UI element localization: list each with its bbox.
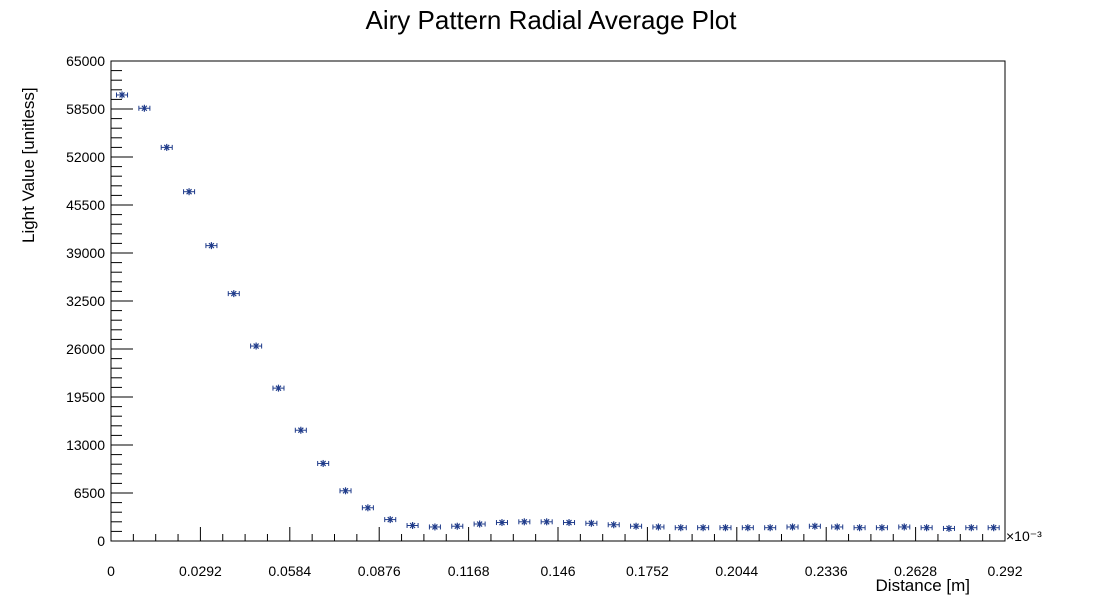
data-point (920, 524, 933, 532)
data-point (495, 519, 508, 527)
x-tick-label: 0.0876 (358, 563, 401, 579)
data-point (697, 524, 710, 532)
data-point (630, 522, 643, 530)
y-axis: 0 6500 13000 19500 26000 32500 39000 45500 52000… (66, 53, 133, 549)
data-point (451, 522, 464, 530)
data-point (875, 524, 888, 532)
data-point (294, 426, 307, 434)
x-exponent-label: ×10⁻³ (1006, 528, 1042, 544)
y-axis-label: Light Value [unitless] (19, 87, 38, 243)
y-tick-label: 19500 (66, 389, 105, 405)
data-point (808, 522, 821, 530)
x-tick-label: 0.146 (540, 563, 575, 579)
x-tick-label: 0 (107, 563, 115, 579)
data-point (942, 524, 955, 532)
data-point (987, 524, 1000, 532)
data-point (361, 504, 374, 512)
data-point (786, 523, 799, 531)
data-point (183, 188, 196, 196)
data-point (473, 520, 486, 528)
data-point (272, 384, 285, 392)
data-point (160, 143, 173, 151)
y-tick-label: 52000 (66, 149, 105, 165)
data-point (250, 342, 263, 350)
x-tick-label: 0.1752 (626, 563, 669, 579)
data-point (831, 523, 844, 531)
data-point (764, 524, 777, 532)
data-point (965, 524, 978, 532)
data-point (317, 459, 330, 467)
y-tick-label: 6500 (74, 485, 105, 501)
x-tick-label: 0.0292 (179, 563, 222, 579)
data-point (339, 487, 352, 495)
data-point (518, 518, 531, 526)
data-point (719, 524, 732, 532)
data-point (898, 523, 911, 531)
data-point (428, 523, 441, 531)
plot-frame (110, 60, 1006, 542)
data-point (585, 519, 598, 527)
data-point (227, 290, 240, 298)
data-point (607, 521, 620, 529)
data-point (853, 524, 866, 532)
x-tick-label: 0.0584 (268, 563, 311, 579)
x-axis: 0 0.0292 0.0584 0.0876 0.1168 0.146 0.1752 0.20… (107, 527, 1023, 579)
data-point (205, 242, 218, 250)
y-tick-label: 26000 (66, 341, 105, 357)
chart-title: Airy Pattern Radial Average Plot (366, 5, 738, 35)
x-tick-label: 0.2336 (805, 563, 848, 579)
data-point (138, 104, 151, 112)
x-tick-label: 0.2628 (894, 563, 937, 579)
data-point (674, 524, 687, 532)
y-tick-label: 32500 (66, 293, 105, 309)
data-point (406, 521, 419, 529)
data-point (741, 524, 754, 532)
x-tick-label: 0.2044 (715, 563, 758, 579)
y-tick-label: 58500 (66, 101, 105, 117)
data-point (540, 518, 553, 526)
x-axis-label: Distance [m] (876, 576, 970, 595)
data-point (652, 523, 665, 531)
y-tick-label: 0 (97, 533, 105, 549)
data-point (384, 516, 397, 524)
data-point (563, 519, 576, 527)
y-tick-label: 39000 (66, 245, 105, 261)
data-points (116, 91, 1000, 532)
y-tick-label: 45500 (66, 197, 105, 213)
x-tick-label: 0.292 (987, 563, 1022, 579)
y-tick-label: 65000 (66, 53, 105, 69)
y-tick-label: 13000 (66, 437, 105, 453)
data-point (116, 91, 129, 99)
x-tick-label: 0.1168 (448, 563, 490, 579)
